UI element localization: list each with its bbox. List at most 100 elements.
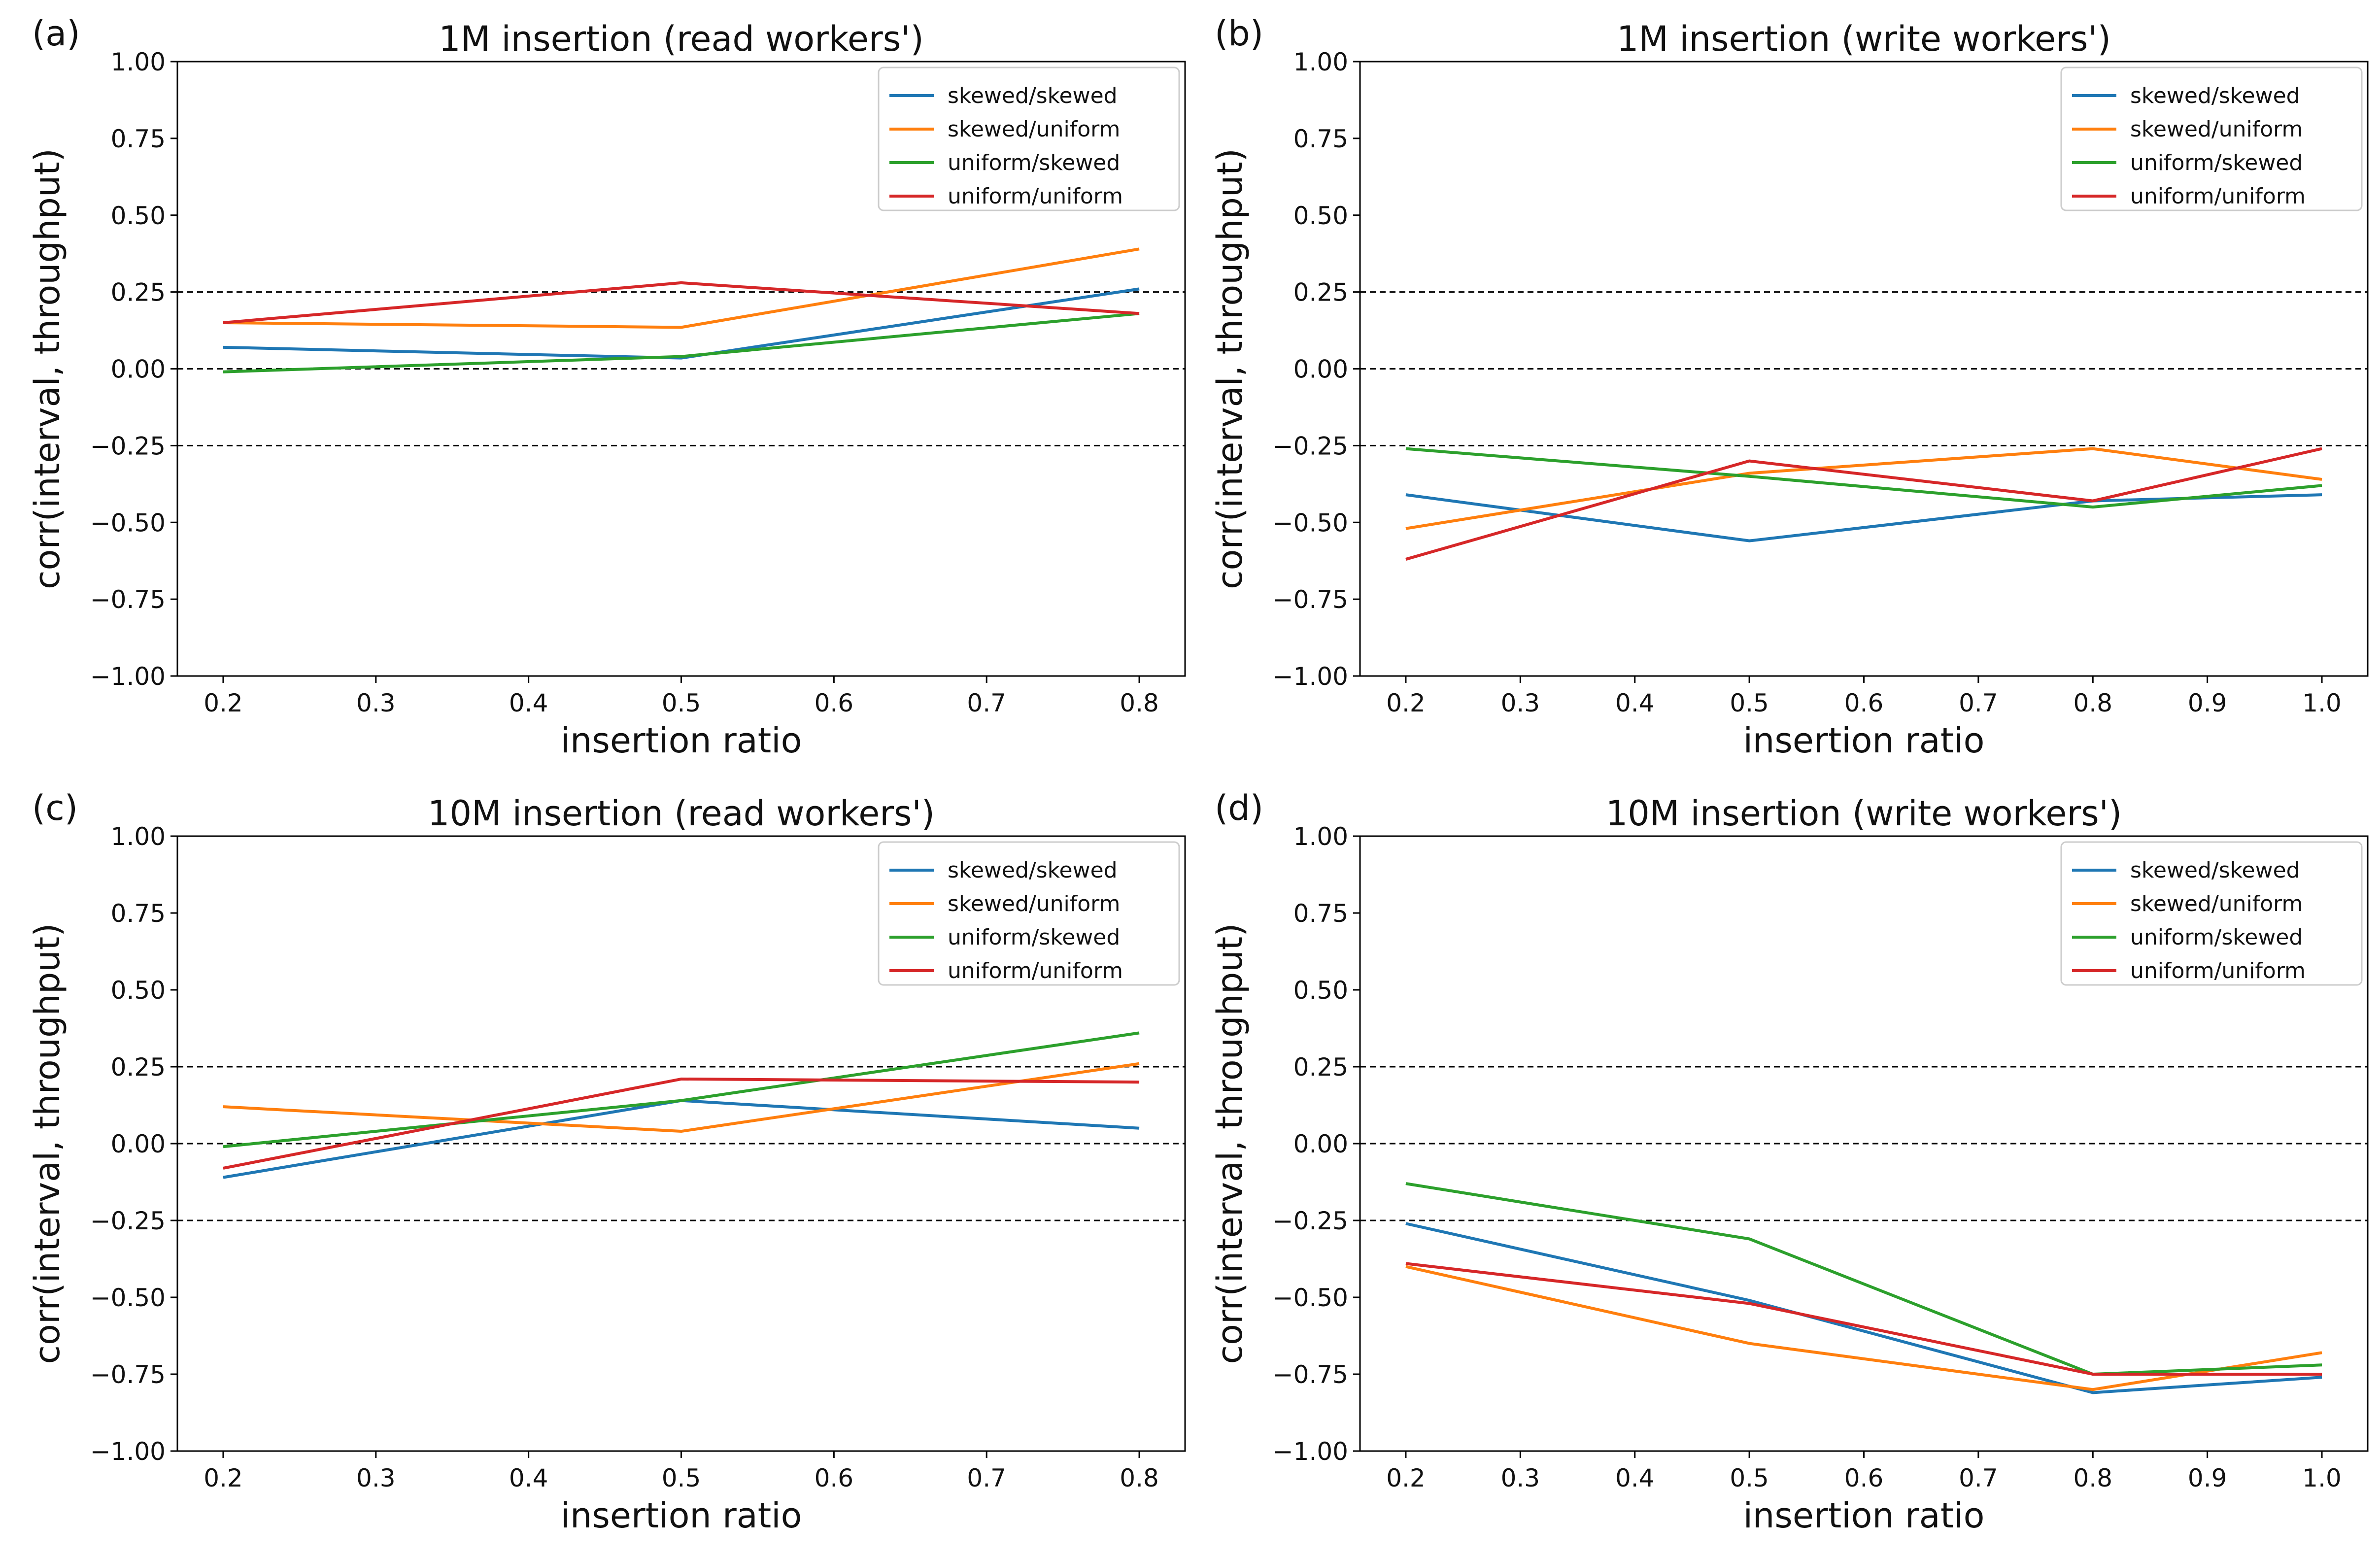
- x-tick-label: 0.2: [1386, 1464, 1426, 1492]
- legend-entry: uniform/skewed: [948, 925, 1120, 950]
- panel-label: (a): [32, 13, 80, 54]
- x-tick-label: 0.5: [662, 1464, 701, 1492]
- series-line: [223, 247, 1140, 329]
- legend-box: [2060, 67, 2363, 211]
- series-line: [1405, 447, 2322, 509]
- x-tick-label: 0.2: [1386, 689, 1426, 717]
- chart-title: 10M insertion (write workers'): [1606, 793, 2122, 834]
- panel-label: (c): [32, 788, 78, 828]
- x-tick-label: 0.7: [967, 1464, 1006, 1492]
- x-tick-label: 0.3: [356, 1464, 396, 1492]
- y-tick-label: 0.75: [111, 899, 166, 928]
- legend-entry: skewed/uniform: [948, 117, 1120, 142]
- panel-label: (b): [1215, 13, 1263, 54]
- legend-entry: skewed/uniform: [2130, 891, 2303, 916]
- legend-entry: skewed/uniform: [948, 891, 1120, 916]
- y-tick-label: −0.25: [90, 1207, 166, 1235]
- chart-panel: (a) 1M insertion (read workers') 1.00 0.75 0…: [27, 13, 1186, 761]
- legend-entry: skewed/skewed: [2130, 83, 2300, 108]
- series-line: [1405, 1182, 2322, 1376]
- x-tick-label: 0.2: [204, 689, 243, 717]
- x-tick-label: 0.4: [1615, 1464, 1655, 1492]
- y-tick-label: −0.25: [1273, 1207, 1348, 1235]
- x-tick-label: 0.6: [815, 689, 854, 717]
- legend-entry: uniform/uniform: [948, 184, 1123, 209]
- y-axis-label: corr(interval, throughput): [27, 148, 68, 589]
- x-axis-label: insertion ratio: [561, 720, 802, 761]
- y-tick-label: −0.50: [1273, 508, 1348, 537]
- y-tick-label: 1.00: [1293, 48, 1348, 76]
- x-tick-label: 0.9: [2188, 689, 2227, 717]
- x-tick-label: 0.4: [1615, 689, 1655, 717]
- x-tick-label: 0.8: [2074, 689, 2113, 717]
- panel-label: (d): [1215, 788, 1263, 828]
- legend-entry: skewed/skewed: [2130, 858, 2300, 883]
- y-tick-label: 0.50: [111, 202, 166, 230]
- x-axis-label: insertion ratio: [1743, 1495, 1985, 1536]
- series-line: [1405, 447, 2322, 561]
- y-tick-label: 1.00: [111, 822, 166, 851]
- x-tick-label: 1.0: [2302, 1464, 2342, 1492]
- x-tick-label: 0.5: [1730, 689, 1769, 717]
- y-tick-label: −0.75: [90, 585, 166, 614]
- y-tick-label: −0.75: [1273, 1360, 1348, 1389]
- y-tick-label: −0.25: [90, 432, 166, 460]
- legend-entry: uniform/skewed: [948, 150, 1120, 175]
- series-line: [223, 1062, 1140, 1133]
- x-tick-label: 0.8: [2074, 1464, 2113, 1492]
- y-tick-label: −0.75: [1273, 585, 1348, 614]
- y-tick-label: 0.25: [111, 278, 166, 307]
- y-tick-label: 0.25: [1293, 1053, 1348, 1082]
- legend-entry: uniform/skewed: [2130, 925, 2303, 950]
- legend-entry: uniform/uniform: [2130, 184, 2306, 209]
- y-tick-label: 1.00: [111, 48, 166, 76]
- series-line: [223, 281, 1140, 324]
- x-tick-label: 0.6: [1844, 1464, 1884, 1492]
- legend-entry: uniform/skewed: [2130, 150, 2303, 175]
- legend-entry: skewed/skewed: [948, 83, 1118, 108]
- chart-panel: (c) 10M insertion (read workers') 1.00 0.75…: [27, 788, 1186, 1536]
- y-tick-label: −0.50: [90, 508, 166, 537]
- x-tick-label: 0.8: [1120, 689, 1159, 717]
- y-tick-label: 0.75: [1293, 125, 1348, 153]
- y-tick-label: −0.75: [90, 1360, 166, 1389]
- y-tick-label: 0.00: [1293, 355, 1348, 384]
- chart-title: 1M insertion (write workers'): [1617, 19, 2111, 59]
- y-tick-label: 1.00: [1293, 822, 1348, 851]
- chart-panel: (b) 1M insertion (write workers') 1.00 0.75…: [1210, 13, 2369, 761]
- x-tick-label: 0.7: [967, 689, 1006, 717]
- chart-title: 1M insertion (read workers'): [439, 19, 924, 59]
- y-tick-label: 0.00: [111, 355, 166, 384]
- x-tick-label: 0.9: [2188, 1464, 2227, 1492]
- y-tick-label: 0.25: [1293, 278, 1348, 307]
- y-tick-label: −1.00: [1273, 1437, 1348, 1466]
- legend-box: [2060, 841, 2363, 986]
- x-tick-label: 0.6: [815, 1464, 854, 1492]
- legend-entry: skewed/uniform: [2130, 117, 2303, 142]
- x-tick-label: 0.8: [1120, 1464, 1159, 1492]
- series-line: [1405, 493, 2322, 542]
- x-tick-label: 0.7: [1959, 689, 1998, 717]
- series-line: [1405, 1265, 2322, 1391]
- x-tick-label: 0.6: [1844, 689, 1884, 717]
- series-line: [1405, 1262, 2322, 1376]
- x-tick-label: 0.4: [509, 689, 548, 717]
- legend-entry: skewed/skewed: [948, 858, 1118, 883]
- series-line: [1405, 447, 2322, 530]
- series-line: [223, 1099, 1140, 1179]
- x-tick-label: 0.3: [1501, 689, 1540, 717]
- x-tick-label: 0.4: [509, 1464, 548, 1492]
- y-tick-label: 0.50: [1293, 976, 1348, 1005]
- y-tick-label: −0.50: [1273, 1284, 1348, 1312]
- y-tick-label: 0.75: [1293, 899, 1348, 928]
- x-tick-label: 0.5: [1730, 1464, 1769, 1492]
- chart-title: 10M insertion (read workers'): [428, 793, 935, 834]
- x-axis-label: insertion ratio: [561, 1495, 802, 1536]
- x-tick-label: 0.7: [1959, 1464, 1998, 1492]
- y-tick-label: −1.00: [1273, 662, 1348, 691]
- y-tick-label: −1.00: [90, 662, 166, 691]
- legend-entry: uniform/uniform: [2130, 958, 2306, 983]
- y-tick-label: 0.25: [111, 1053, 166, 1082]
